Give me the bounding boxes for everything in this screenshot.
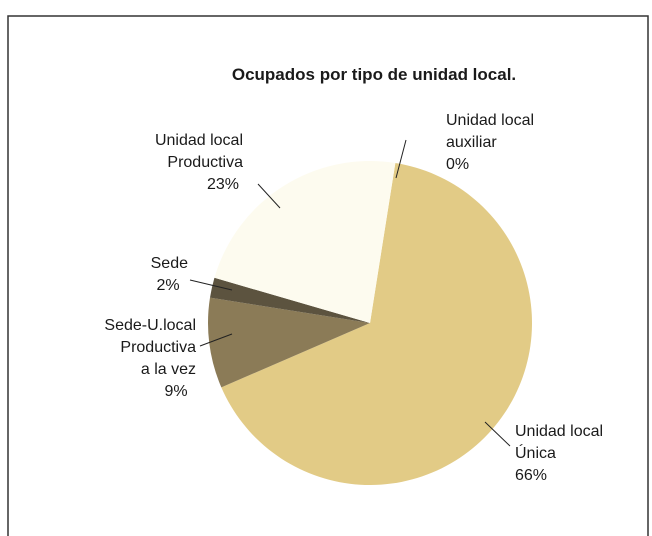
pie-slice (209, 277, 370, 323)
pie-slice (221, 162, 533, 485)
slice-label-line: Unidad local (155, 132, 243, 149)
slice-label-line: Sede-U.local (104, 317, 196, 334)
value-label: 23% (207, 176, 239, 193)
pie-slice (214, 161, 396, 323)
slice-label: Sede (151, 255, 188, 272)
slice-label: Sede-U.local Productiva a la vez (104, 317, 196, 378)
value-label: 2% (156, 277, 179, 294)
leader-lines (189, 139, 511, 447)
slice-label-line: Única (515, 443, 556, 462)
value-label: 0% (446, 156, 469, 173)
chart-title: Ocupados por tipo de unidad local. (232, 65, 516, 84)
slice-label-line: Productiva (167, 154, 243, 171)
slice-label-line: Unidad local (515, 423, 603, 440)
slice-label-line: Productiva (120, 339, 196, 356)
slice-label-line: a la vez (141, 361, 196, 378)
slice-label-line: Sede (151, 255, 188, 272)
slice-label: Unidad local Única (515, 423, 603, 462)
slice-label-line: Unidad local (446, 112, 534, 129)
slice-label: Unidad local auxiliar (446, 112, 534, 151)
pie-slice (208, 297, 370, 388)
value-label: 9% (164, 383, 187, 400)
slice-label-line: auxiliar (446, 134, 497, 151)
slice-label: Unidad local Productiva (155, 132, 243, 171)
value-label: 66% (515, 467, 547, 484)
